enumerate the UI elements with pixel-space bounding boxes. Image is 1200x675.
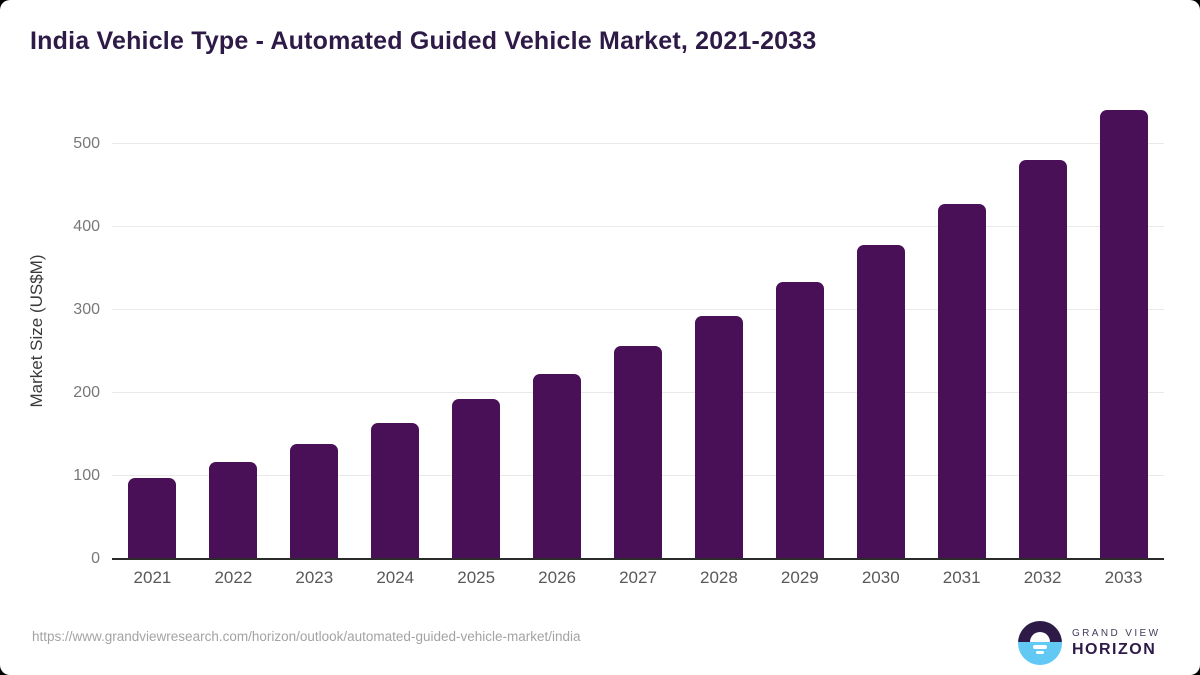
bar-band-2021: [112, 104, 193, 559]
bar-2028: [694, 316, 743, 559]
bar-2029: [775, 282, 824, 559]
bar-band-2032: [1002, 104, 1083, 559]
gridline-500: [112, 143, 1164, 144]
bar-2032: [1018, 160, 1067, 559]
bars: [112, 104, 1164, 559]
x-tick-label-2025: 2025: [457, 568, 496, 587]
x-tick-label-2032: 2032: [1023, 568, 1062, 587]
sun-dome-shape: [1030, 632, 1050, 642]
bar-band-2023: [274, 104, 355, 559]
y-tick-label-0: 0: [91, 550, 100, 567]
x-tick-label-2027: 2027: [619, 568, 657, 587]
bar-band-2027: [598, 104, 679, 559]
x-tick-label-2029: 2029: [780, 568, 819, 587]
x-tick-label-2031: 2031: [942, 568, 981, 587]
x-axis-line: [112, 558, 1164, 560]
bar-2024: [371, 423, 420, 559]
bar-band-2028: [678, 104, 759, 559]
y-tick-label-300: 300: [73, 301, 100, 318]
x-tick-label-2028: 2028: [700, 568, 738, 587]
y-tick-label-400: 400: [73, 218, 100, 235]
bar-band-2030: [840, 104, 921, 559]
bar-2023: [290, 444, 339, 559]
gridline-300: [112, 309, 1164, 310]
bar-band-2031: [921, 104, 1002, 559]
bar-2033: [1099, 110, 1148, 559]
bar-band-2026: [517, 104, 598, 559]
sunrise-horizon-icon: [1018, 621, 1062, 665]
gridline-400: [112, 226, 1164, 227]
y-tick-label-100: 100: [73, 467, 100, 484]
logo-grand-view-label: GRAND VIEW: [1072, 627, 1161, 639]
bar-2021: [128, 478, 177, 559]
logo-horizon-label: HORIZON: [1072, 640, 1157, 658]
bar-2025: [452, 399, 501, 559]
chart-title: India Vehicle Type - Automated Guided Ve…: [30, 27, 817, 55]
x-tick-label-2024: 2024: [376, 568, 415, 587]
bar-band-2025: [436, 104, 517, 559]
bar-band-2029: [759, 104, 840, 559]
bar-2026: [533, 374, 582, 559]
reflection-dash: [1036, 651, 1044, 654]
y-tick-label-500: 500: [73, 135, 100, 152]
grand-view-horizon-logo: GRAND VIEW HORIZON: [1018, 621, 1160, 665]
bar-2031: [937, 204, 986, 559]
source-url: https://www.grandviewresearch.com/horizo…: [32, 629, 581, 644]
x-tick-label-2023: 2023: [295, 568, 334, 587]
reflection-dash: [1033, 645, 1047, 649]
plot-area: [112, 104, 1164, 560]
bar-band-2033: [1083, 104, 1164, 559]
bar-band-2022: [193, 104, 274, 559]
x-tick-label-2033: 2033: [1104, 568, 1143, 587]
x-tick-label-2026: 2026: [538, 568, 576, 587]
x-tick-label-2021: 2021: [133, 568, 172, 587]
logo-text: GRAND VIEW HORIZON: [1072, 628, 1160, 659]
y-tick-label-200: 200: [73, 384, 100, 401]
x-axis-tick-labels: 2021 2022 2023 2024 2025 2026 2027 2028 2029 2030…: [112, 568, 1164, 588]
x-tick-label-2022: 2022: [214, 568, 253, 587]
x-tick-label-2030: 2030: [861, 568, 900, 587]
y-axis-tick-labels: 0 100 200 300 400 500: [0, 104, 100, 567]
bar-2022: [209, 462, 258, 559]
bar-2027: [613, 346, 662, 559]
bar-2030: [856, 245, 905, 559]
bar-band-2024: [355, 104, 436, 559]
